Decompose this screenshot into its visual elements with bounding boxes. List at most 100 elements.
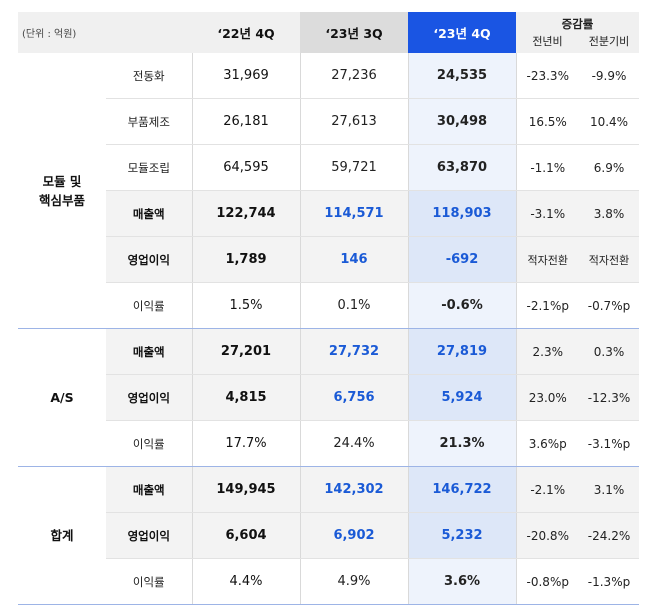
value-23-4q: 63,870 xyxy=(407,144,516,191)
table-row: 합계 매출액 149,945 142,302 146,722 -2.1% 3.1% xyxy=(18,466,640,605)
change-qoq: 적자전환 xyxy=(579,236,640,283)
value-23-4q: 30,498 xyxy=(407,98,516,145)
header-23-3q: ‘23년 3Q xyxy=(300,12,408,53)
change-yoy: 16.5% xyxy=(515,98,579,145)
financial-table: (단위 : 억원) ‘22년 4Q ‘23년 3Q ‘23년 4Q 증감률 전년… xyxy=(18,12,640,605)
change-yoy: 23.0% xyxy=(515,374,579,421)
value-22-4q: 1.5% xyxy=(191,282,300,329)
table-row: 영업이익 1,789 146 -692 적자전환 적자전환 xyxy=(18,236,640,283)
header-23-4q: ‘23년 4Q xyxy=(408,12,516,53)
change-yoy: 적자전환 xyxy=(515,236,579,283)
value-23-3q: 59,721 xyxy=(299,144,408,191)
item-label: 이익률 xyxy=(106,282,192,329)
item-label: 이익률 xyxy=(106,558,192,605)
value-23-4q: 21.3% xyxy=(407,420,516,467)
value-23-3q: 6,902 xyxy=(299,512,408,559)
header-row: (단위 : 억원) ‘22년 4Q ‘23년 3Q ‘23년 4Q 증감률 전년… xyxy=(18,12,640,53)
change-qoq: -12.3% xyxy=(579,374,640,421)
value-23-4q: 118,903 xyxy=(407,190,516,237)
value-23-4q: 24,535 xyxy=(407,53,516,99)
value-22-4q: 1,789 xyxy=(191,236,300,283)
change-yoy: -23.3% xyxy=(515,53,579,99)
change-yoy: -3.1% xyxy=(515,190,579,237)
value-23-4q: 5,924 xyxy=(407,374,516,421)
unit-label: (단위 : 억원) xyxy=(18,12,192,53)
table-row: 모듈조립 64,595 59,721 63,870 -1.1% 6.9% xyxy=(18,144,640,191)
table-row: 영업이익 6,604 6,902 5,232 -20.8% -24.2% xyxy=(18,512,640,559)
change-qoq: -9.9% xyxy=(579,53,640,99)
value-22-4q: 122,744 xyxy=(191,190,300,237)
value-23-3q: 27,613 xyxy=(299,98,408,145)
change-qoq: -24.2% xyxy=(579,512,640,559)
value-22-4q: 31,969 xyxy=(191,53,300,99)
item-label: 모듈조립 xyxy=(106,144,192,191)
value-23-3q: 27,236 xyxy=(299,53,408,99)
value-23-3q: 142,302 xyxy=(299,466,408,513)
value-23-4q: -692 xyxy=(407,236,516,283)
group-label: 합계 xyxy=(18,466,106,605)
value-22-4q: 4,815 xyxy=(191,374,300,421)
group-label-line2: 핵심부품 xyxy=(38,192,85,208)
table-row: 이익률 4.4% 4.9% 3.6% -0.8%p -1.3%p xyxy=(18,558,640,605)
header-22-4q: ‘22년 4Q xyxy=(192,12,300,53)
table-row: 매출액 122,744 114,571 118,903 -3.1% 3.8% xyxy=(18,190,640,237)
change-yoy: -20.8% xyxy=(515,512,579,559)
change-qoq: -0.7%p xyxy=(579,282,640,329)
item-label: 이익률 xyxy=(106,420,192,467)
table-row: 영업이익 4,815 6,756 5,924 23.0% -12.3% xyxy=(18,374,640,421)
value-23-4q: 5,232 xyxy=(407,512,516,559)
value-23-3q: 6,756 xyxy=(299,374,408,421)
table-row: 이익률 17.7% 24.4% 21.3% 3.6%p -3.1%p xyxy=(18,420,640,467)
table-row: 부품제조 26,181 27,613 30,498 16.5% 10.4% xyxy=(18,98,640,145)
change-qoq: 3.8% xyxy=(579,190,640,237)
change-yoy: 2.3% xyxy=(515,328,579,375)
change-qoq: 10.4% xyxy=(579,98,640,145)
header-yoy: 전년비 xyxy=(532,34,563,48)
value-22-4q: 64,595 xyxy=(191,144,300,191)
value-22-4q: 27,201 xyxy=(191,328,300,375)
change-yoy: -0.8%p xyxy=(515,558,579,605)
header-change: 증감률 전년비 전분기비 xyxy=(516,12,640,53)
item-label: 매출액 xyxy=(106,328,192,375)
change-qoq: 0.3% xyxy=(579,328,640,375)
item-label: 영업이익 xyxy=(106,512,192,559)
table-row: 모듈 및 핵심부품 전동화 31,969 27,236 24,535 -23.3% -9.9% xyxy=(18,53,640,329)
value-22-4q: 6,604 xyxy=(191,512,300,559)
group-label: A/S xyxy=(18,328,106,467)
group-label-line1: 합계 xyxy=(50,528,74,543)
change-qoq: 3.1% xyxy=(579,466,640,513)
change-qoq: 6.9% xyxy=(579,144,640,191)
value-22-4q: 149,945 xyxy=(191,466,300,513)
item-label: 매출액 xyxy=(106,190,192,237)
value-23-3q: 114,571 xyxy=(299,190,408,237)
header-qoq: 전분기비 xyxy=(588,34,630,48)
item-label: 영업이익 xyxy=(106,374,192,421)
change-title: 증감률 xyxy=(561,16,594,31)
item-label: 전동화 xyxy=(106,53,192,99)
value-23-3q: 146 xyxy=(299,236,408,283)
value-23-4q: 3.6% xyxy=(407,558,516,605)
group-label-line1: 모듈 및 xyxy=(42,173,82,189)
value-23-3q: 27,732 xyxy=(299,328,408,375)
value-23-4q: -0.6% xyxy=(407,282,516,329)
change-qoq: -3.1%p xyxy=(579,420,640,467)
value-23-3q: 0.1% xyxy=(299,282,408,329)
item-label: 매출액 xyxy=(106,466,192,513)
value-23-3q: 4.9% xyxy=(299,558,408,605)
table-row: A/S 매출액 27,201 27,732 27,819 2.3% 0.3% xyxy=(18,328,640,467)
change-yoy: -2.1% xyxy=(515,466,579,513)
value-23-3q: 24.4% xyxy=(299,420,408,467)
value-22-4q: 26,181 xyxy=(191,98,300,145)
table-row: 이익률 1.5% 0.1% -0.6% -2.1%p -0.7%p xyxy=(18,282,640,329)
value-22-4q: 4.4% xyxy=(191,558,300,605)
group-label-line1: A/S xyxy=(50,390,74,405)
change-yoy: 3.6%p xyxy=(515,420,579,467)
change-yoy: -1.1% xyxy=(515,144,579,191)
item-label: 영업이익 xyxy=(106,236,192,283)
change-qoq: -1.3%p xyxy=(579,558,640,605)
value-23-4q: 146,722 xyxy=(407,466,516,513)
change-yoy: -2.1%p xyxy=(515,282,579,329)
value-23-4q: 27,819 xyxy=(407,328,516,375)
item-label: 부품제조 xyxy=(106,98,192,145)
